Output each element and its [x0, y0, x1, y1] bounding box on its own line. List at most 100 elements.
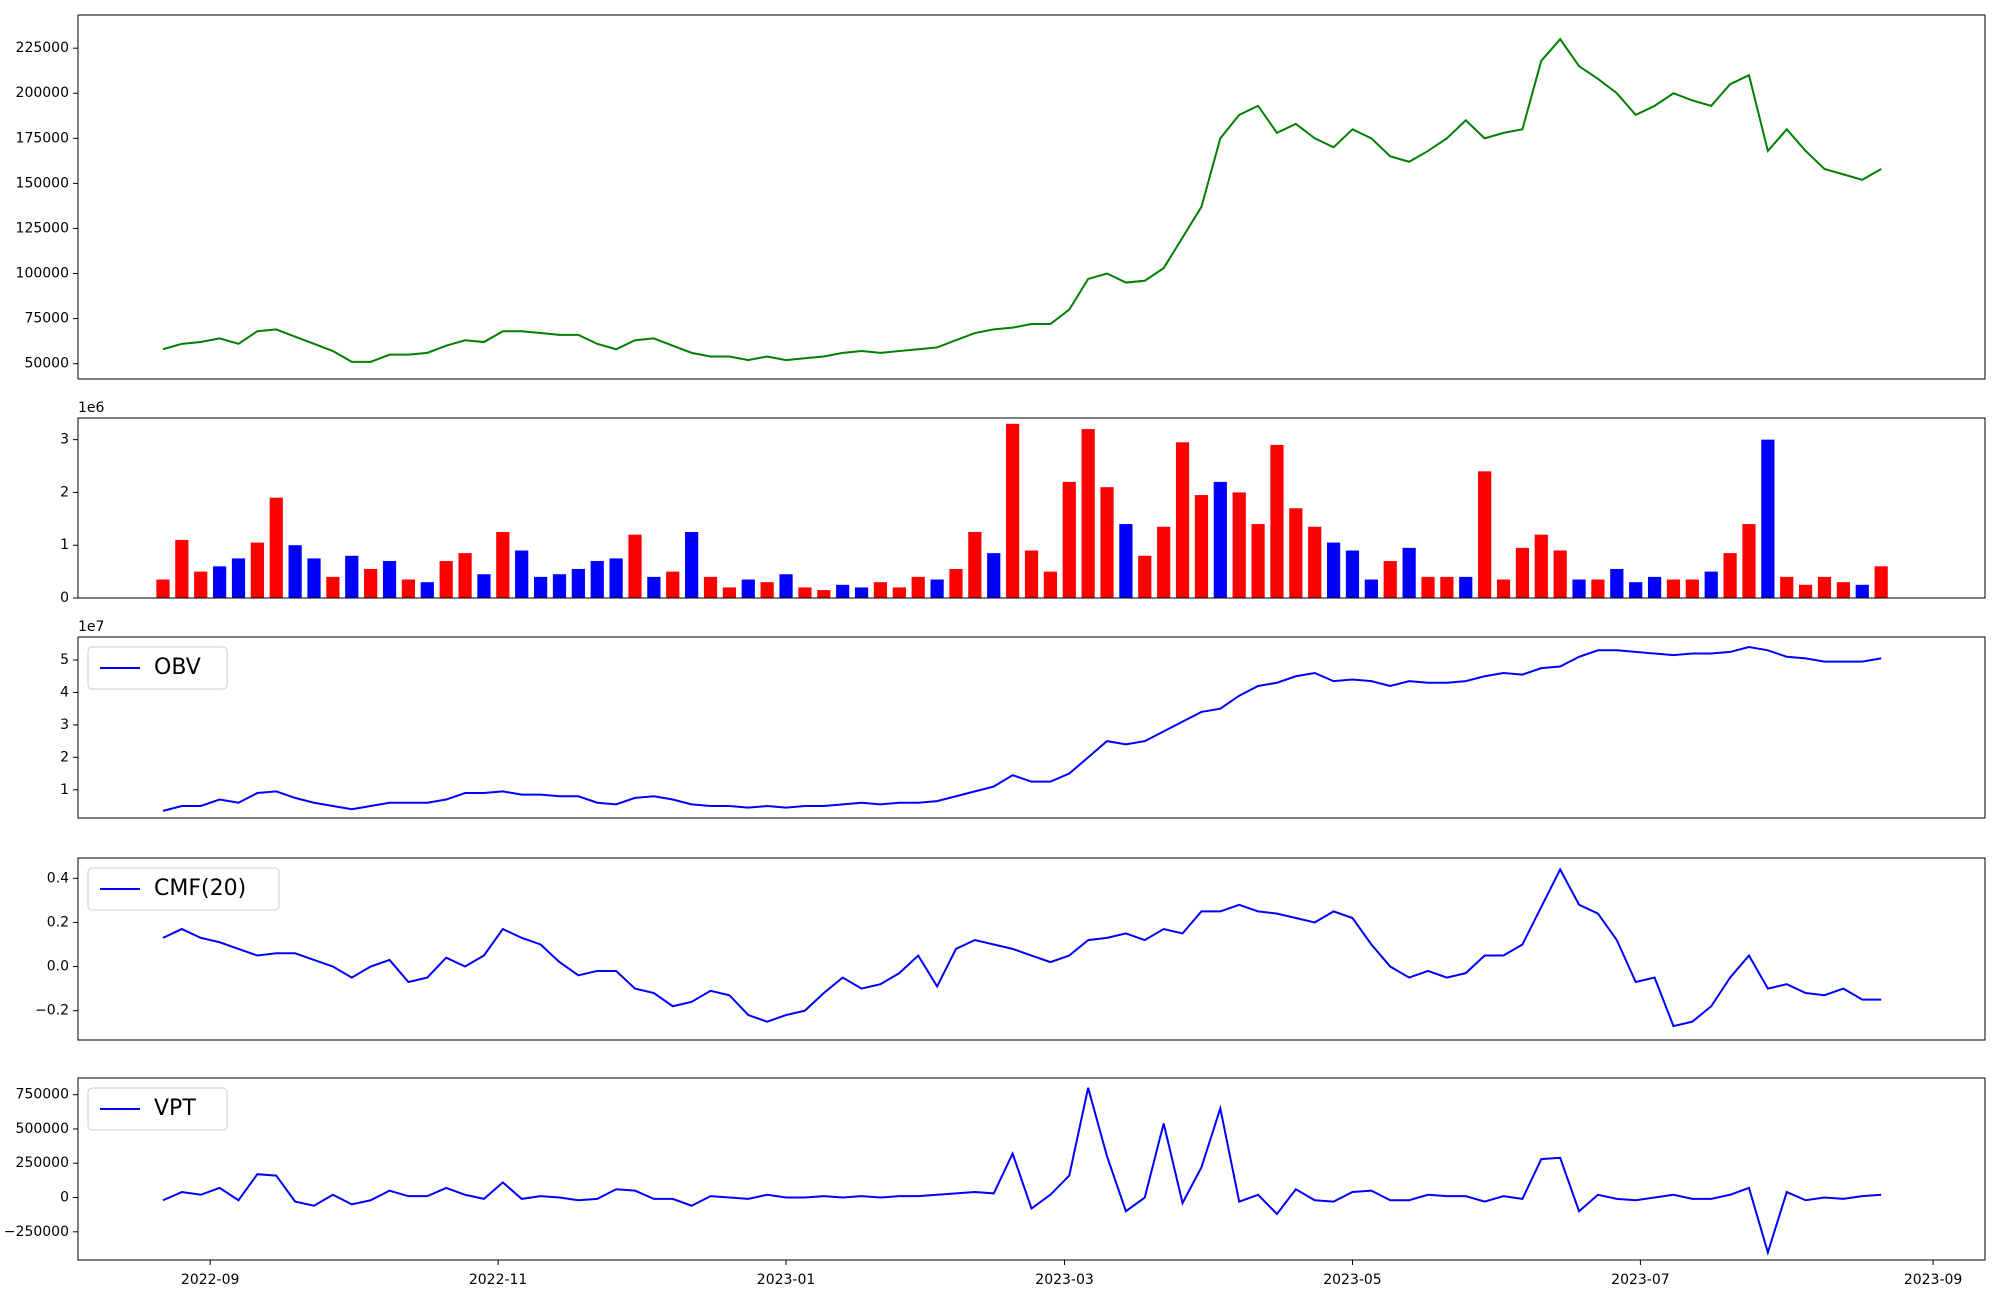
bar — [817, 590, 831, 598]
bar — [1289, 508, 1303, 598]
bar — [1817, 576, 1832, 598]
bar — [401, 579, 416, 598]
y-tick-label: 100000 — [16, 266, 69, 282]
bar — [1591, 579, 1605, 598]
bar — [1553, 550, 1567, 598]
bar — [666, 571, 680, 598]
bar — [1799, 584, 1813, 598]
bar — [1478, 471, 1492, 598]
bar — [1270, 444, 1284, 598]
bar — [1874, 566, 1888, 598]
bar — [1780, 576, 1794, 598]
bar — [1836, 582, 1850, 598]
bar — [1685, 579, 1699, 598]
legend-label: VPT — [154, 1096, 196, 1121]
bar — [1119, 524, 1133, 598]
bar — [930, 579, 944, 598]
bar — [364, 568, 378, 598]
legend-label: OBV — [154, 655, 201, 680]
bar — [722, 587, 737, 598]
axes-frame — [77, 857, 1986, 1041]
legend: VPT — [87, 1087, 228, 1131]
y-tick-label: 0 — [60, 590, 69, 606]
bar — [609, 558, 623, 598]
bar — [1251, 524, 1265, 598]
y-tick-label: 0 — [60, 1190, 69, 1206]
bar — [571, 568, 585, 598]
bar — [1383, 561, 1397, 598]
x-tick-label: 2022-11 — [469, 1272, 528, 1288]
y-tick-label: 3 — [60, 717, 69, 733]
y-tick-label: 1 — [60, 537, 69, 553]
line — [162, 1087, 1882, 1256]
y-tick-label: 750000 — [16, 1087, 69, 1103]
axes-frame — [77, 417, 1986, 599]
bar — [458, 553, 472, 598]
bar — [420, 582, 434, 598]
y-tick-label: 50000 — [24, 356, 69, 372]
bar — [1308, 526, 1322, 598]
bar — [1515, 547, 1530, 598]
y-tick-label: 4 — [60, 684, 69, 700]
x-tick-label: 2023-09 — [1904, 1272, 1963, 1288]
bar — [382, 561, 397, 598]
bar — [1421, 576, 1435, 598]
y-tick-label: 250000 — [16, 1155, 69, 1171]
line — [162, 37, 1882, 363]
y-tick-label: 2 — [60, 749, 69, 765]
bar — [1175, 442, 1190, 598]
bar — [1062, 481, 1076, 598]
bar — [685, 532, 699, 598]
bar — [1666, 579, 1681, 598]
bar — [854, 587, 869, 598]
bar — [1761, 439, 1775, 598]
bar — [1402, 547, 1416, 598]
bar — [628, 534, 642, 598]
bar — [1534, 534, 1548, 598]
bar — [1610, 568, 1624, 598]
y-tick-label: −250000 — [4, 1224, 69, 1240]
axes-frame — [77, 14, 1986, 380]
bar — [1723, 553, 1737, 598]
bar — [1081, 429, 1095, 598]
x-tick-label: 2023-01 — [757, 1272, 816, 1288]
bar — [1326, 542, 1341, 598]
legend-box — [87, 867, 280, 911]
x-tick-label: 2023-03 — [1035, 1272, 1094, 1288]
bar — [1157, 526, 1171, 598]
y-tick-label: 5 — [60, 652, 69, 668]
bar — [326, 576, 340, 598]
bar — [760, 582, 774, 598]
y-tick-label: 175000 — [16, 130, 69, 146]
y-tick-label: 1 — [60, 782, 69, 798]
y-tick-label: −0.2 — [35, 1003, 69, 1019]
bar — [1364, 579, 1378, 598]
y-tick-label: 150000 — [16, 175, 69, 191]
y-tick-label: 0.2 — [47, 914, 69, 930]
bar — [779, 574, 793, 598]
legend: CMF(20) — [87, 867, 280, 911]
bar — [1647, 576, 1662, 598]
x-tick-label: 2023-05 — [1323, 1272, 1382, 1288]
bar — [1138, 555, 1152, 598]
bar — [213, 566, 227, 598]
y-tick-label: 0.4 — [47, 870, 69, 886]
legend: OBV — [87, 646, 228, 690]
x-tick-label: 2023-07 — [1611, 1272, 1670, 1288]
bar — [1194, 495, 1209, 598]
bar — [231, 558, 246, 598]
legend-box — [87, 1087, 228, 1131]
bar — [703, 576, 718, 598]
axes-frame — [77, 1077, 1986, 1261]
bar — [1043, 571, 1057, 598]
bar — [1572, 579, 1586, 598]
y-tick-label: 0.0 — [47, 959, 69, 975]
bar — [156, 579, 170, 598]
bar — [1496, 579, 1511, 598]
y-tick-label: 3 — [60, 432, 69, 448]
y-tick-label: 75000 — [24, 311, 69, 327]
y-tick-label: 225000 — [16, 40, 69, 56]
y-tick-label: 125000 — [16, 220, 69, 236]
bar — [647, 576, 661, 598]
